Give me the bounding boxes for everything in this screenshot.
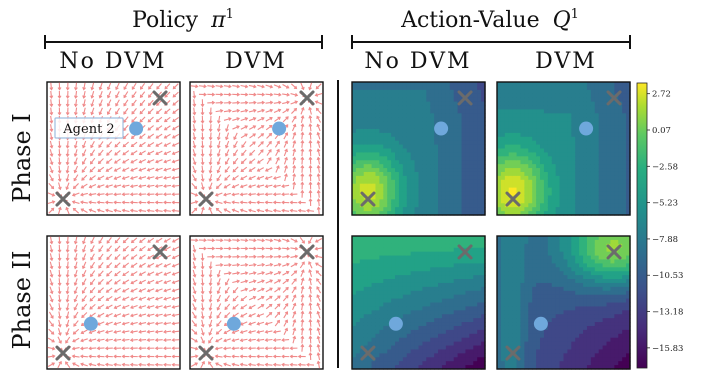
goal-marker: [55, 345, 71, 361]
action-value-group-title: Action-Value Q1: [400, 7, 579, 33]
agent-2-annotation: Agent 2: [54, 117, 124, 139]
colorbar-tick-label: −5.23: [652, 199, 678, 209]
colorbar-bar: [636, 82, 648, 369]
goal-marker: [505, 345, 521, 361]
qvalue-panel: [496, 235, 631, 370]
agent-marker: [226, 316, 241, 331]
goal-marker: [55, 191, 71, 207]
goal-marker: [299, 244, 315, 260]
goal-marker: [457, 90, 473, 106]
goal-marker: [299, 90, 315, 106]
policy-panel: [189, 81, 324, 216]
policy-arrows: [47, 236, 180, 369]
qvalue-cells: [497, 82, 631, 216]
goal-marker: [505, 191, 521, 207]
goal-marker: [198, 345, 214, 361]
panels: [46, 81, 631, 370]
policy-panel: [46, 235, 181, 370]
goal-marker: [198, 191, 214, 207]
qvalue-panel: [496, 81, 631, 216]
colorbar-tick-label: −7.88: [652, 235, 678, 245]
row-label-phase-1: Phase I: [8, 113, 36, 203]
qvalue-cells: [352, 82, 486, 216]
policy-group-bracket: [44, 35, 323, 49]
goal-marker: [606, 90, 622, 106]
agent-marker: [83, 316, 98, 331]
qvalue-cells: [352, 236, 486, 370]
qvalue-cells: [497, 236, 631, 370]
policy-group-title: Policy π1: [132, 7, 234, 33]
goal-marker: [360, 345, 376, 361]
qvalue-panel: [351, 81, 486, 216]
qvalue-panel: [351, 235, 486, 370]
policy-panel: [189, 235, 324, 370]
colorbar-tick-label: −13.18: [652, 308, 683, 318]
goal-marker: [360, 191, 376, 207]
row-label-phase-2: Phase II: [8, 250, 36, 349]
goal-marker: [457, 244, 473, 260]
policy-panel: [46, 81, 181, 216]
colorbar-tick-label: −2.58: [652, 162, 678, 172]
goal-marker: [152, 90, 168, 106]
agent-2-label: Agent 2: [62, 122, 114, 137]
agent-marker: [434, 121, 449, 136]
goal-marker: [606, 244, 622, 260]
colorbar: 2.72 0.07 −2.58 −5.23 −7.88 −10.53 −13.18 −15.8…: [636, 82, 683, 369]
agent-marker: [579, 121, 594, 136]
colorbar-tick-label: 2.72: [652, 90, 671, 100]
agent-marker: [129, 121, 144, 136]
policy-col-header-no-dvm: No DVM: [59, 49, 166, 74]
agent-marker: [533, 316, 548, 331]
qvalue-col-header-dvm: DVM: [535, 49, 597, 74]
colorbar-ticks: 2.72 0.07 −2.58 −5.23 −7.88 −10.53 −13.18 −15.8…: [647, 90, 683, 354]
agent-marker: [388, 316, 403, 331]
agent-marker: [272, 121, 287, 136]
colorbar-tick-label: −15.83: [652, 344, 683, 354]
qvalue-col-header-no-dvm: No DVM: [364, 49, 471, 74]
goal-marker: [152, 244, 168, 260]
action-value-group-bracket: [351, 35, 631, 49]
colorbar-tick-label: −10.53: [652, 271, 683, 281]
policy-col-header-dvm: DVM: [225, 49, 287, 74]
colorbar-tick-label: 0.07: [652, 126, 671, 136]
